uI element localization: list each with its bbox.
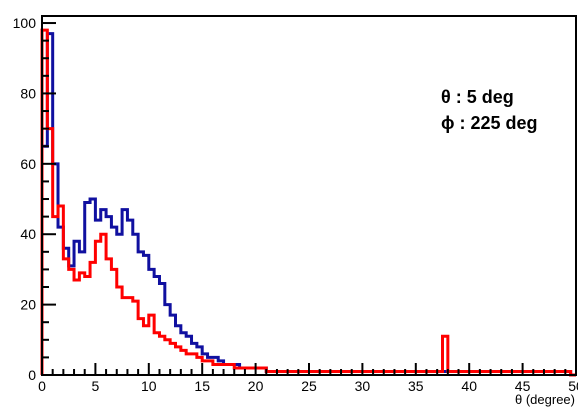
y-tick-label: 80	[20, 85, 36, 101]
x-tick-label: 40	[461, 378, 477, 394]
x-tick-label: 10	[141, 378, 157, 394]
x-tick-label: 5	[92, 378, 100, 394]
series-blue	[40, 32, 576, 377]
x-tick-label: 45	[515, 378, 531, 394]
y-tick-label: 0	[28, 367, 36, 383]
x-tick-label: 20	[248, 378, 264, 394]
x-tick-label: 30	[355, 378, 371, 394]
x-tick-label: 0	[38, 378, 46, 394]
theta-annotation: θ : 5 deg	[441, 87, 514, 107]
series-red	[40, 28, 576, 377]
y-tick-label: 40	[20, 226, 36, 242]
axis-layer: 0 5 10 15 20 25 30 35 40 45 50 0 20 40 60 80 100	[13, 15, 578, 394]
x-tick-label: 35	[408, 378, 424, 394]
plot-frame	[41, 15, 577, 376]
x-tick-label: 50	[568, 378, 578, 394]
y-tick-label: 100	[13, 15, 37, 31]
x-tick-label: 15	[194, 378, 210, 394]
y-tick-label: 20	[20, 297, 36, 313]
phi-annotation: ϕ : 225 deg	[441, 113, 538, 133]
series-layer	[40, 28, 576, 377]
y-tick-label: 60	[20, 156, 36, 172]
x-tick-label: 25	[301, 378, 317, 394]
x-axis-title: θ (degree)	[515, 392, 575, 407]
